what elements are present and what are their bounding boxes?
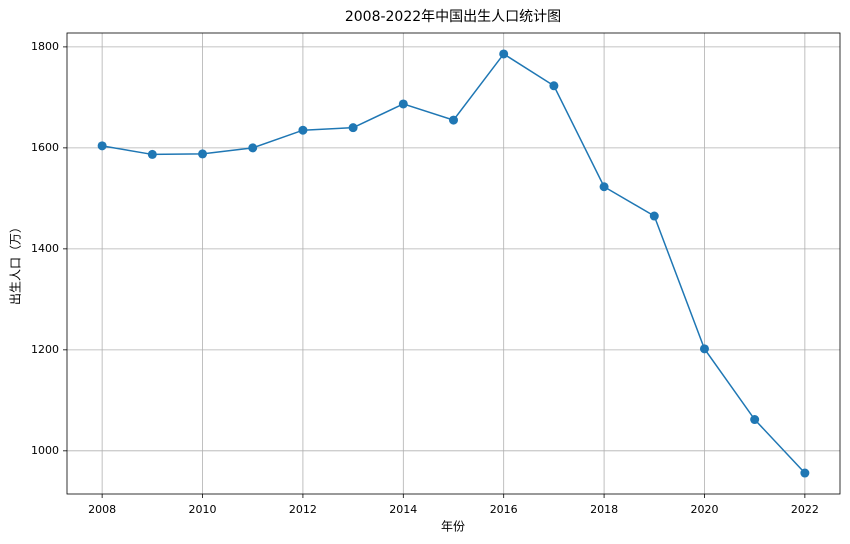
marker xyxy=(750,415,760,425)
x-tick-label: 2020 xyxy=(690,503,718,516)
marker xyxy=(549,81,559,91)
x-tick-label: 2012 xyxy=(289,503,317,516)
marker xyxy=(599,182,609,192)
x-axis-label: 年份 xyxy=(441,520,465,534)
x-tick-label: 2016 xyxy=(490,503,518,516)
marker xyxy=(298,125,308,135)
x-tick-label: 2010 xyxy=(189,503,217,516)
marker xyxy=(147,149,157,159)
y-tick-label: 1800 xyxy=(31,40,59,53)
y-tick-label: 1400 xyxy=(31,242,59,255)
x-tick-label: 2022 xyxy=(791,503,819,516)
y-axis-label: 出生人口（万） xyxy=(9,221,23,305)
marker xyxy=(248,143,258,153)
marker xyxy=(499,49,509,59)
marker xyxy=(348,123,358,133)
marker xyxy=(97,141,107,151)
plot-frame xyxy=(66,32,841,495)
y-tick-label: 1000 xyxy=(31,444,59,457)
marker xyxy=(449,115,458,125)
y-tick-label: 1600 xyxy=(31,141,59,154)
marker xyxy=(800,468,810,478)
marker xyxy=(398,99,408,109)
marker xyxy=(198,149,208,159)
x-tick-label: 2014 xyxy=(389,503,417,516)
chart-title: 2008-2022年中国出生人口统计图 xyxy=(345,9,561,25)
x-tick-label: 2018 xyxy=(590,503,618,516)
marker xyxy=(699,344,709,354)
marker xyxy=(649,211,659,221)
x-tick-label: 2008 xyxy=(88,503,116,516)
y-tick-label: 1200 xyxy=(31,343,59,356)
